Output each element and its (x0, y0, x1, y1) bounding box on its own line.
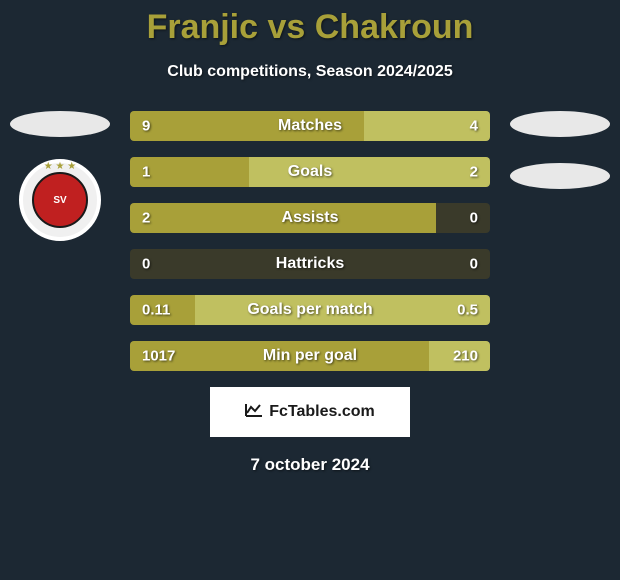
club-badge-left: ★ ★ ★ SV (19, 159, 101, 241)
footer-attribution[interactable]: FcTables.com (210, 387, 410, 437)
value-left: 1017 (142, 348, 175, 365)
badge-text: SV (53, 195, 66, 206)
subtitle: Club competitions, Season 2024/2025 (0, 63, 620, 81)
stat-row-goals: 1 2 Goals (130, 157, 490, 187)
value-left: 0 (142, 256, 150, 273)
left-player-column: ★ ★ ★ SV (0, 111, 120, 241)
value-right: 210 (453, 348, 478, 365)
player-right-placeholder-2 (510, 163, 610, 189)
value-right: 0 (470, 256, 478, 273)
value-left: 2 (142, 210, 150, 227)
page-title: Franjic vs Chakroun (0, 0, 620, 47)
stat-bars: 9 4 Matches 1 2 Goals 2 0 Assists 0 0 Hattricks 0.11… (130, 111, 490, 371)
footer-text: FcTables.com (269, 403, 375, 421)
date-text: 7 october 2024 (0, 455, 620, 475)
chart-area: ★ ★ ★ SV 9 4 Matches 1 2 Goals 2 0 Assists 0 0 Hatt… (0, 111, 620, 371)
value-left: 1 (142, 164, 150, 181)
player-left-placeholder (10, 111, 110, 137)
stat-label: Matches (278, 117, 342, 135)
value-left: 0.11 (142, 302, 170, 319)
stat-label: Goals (288, 163, 332, 181)
stat-label: Hattricks (276, 255, 344, 273)
value-right: 0.5 (457, 302, 478, 319)
chart-icon (245, 403, 263, 422)
stat-label: Assists (282, 209, 339, 227)
value-right: 2 (470, 164, 478, 181)
value-left: 9 (142, 118, 150, 135)
value-right: 4 (470, 118, 478, 135)
bar-right (249, 157, 490, 187)
player-right-placeholder-1 (510, 111, 610, 137)
stat-row-matches: 9 4 Matches (130, 111, 490, 141)
stat-row-goals-per-match: 0.11 0.5 Goals per match (130, 295, 490, 325)
stat-row-min-per-goal: 1017 210 Min per goal (130, 341, 490, 371)
stat-row-assists: 2 0 Assists (130, 203, 490, 233)
stat-row-hattricks: 0 0 Hattricks (130, 249, 490, 279)
badge-inner: SV (32, 172, 88, 228)
value-right: 0 (470, 210, 478, 227)
star-icon: ★ ★ ★ (44, 161, 76, 172)
stat-label: Goals per match (247, 301, 372, 319)
stat-label: Min per goal (263, 347, 357, 365)
